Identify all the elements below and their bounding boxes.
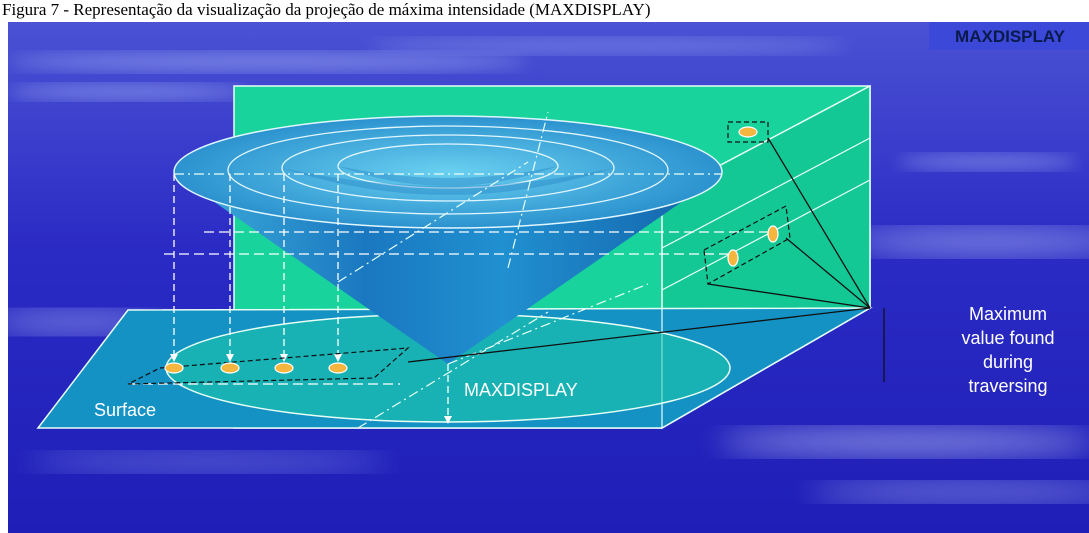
intensity-markers	[164, 126, 779, 374]
cone-top	[173, 115, 723, 229]
ray-lines	[173, 174, 449, 420]
projection-lines	[661, 137, 871, 291]
max-value-line-2: value found	[961, 328, 1054, 348]
title-badge	[929, 22, 1089, 50]
title-badge-text: MAXDISPLAY	[955, 27, 1066, 46]
projection-rays	[128, 231, 768, 385]
max-value-line-3: during	[983, 352, 1033, 372]
cone-rings	[227, 125, 669, 215]
max-value-line-1: Maximum	[969, 304, 1047, 324]
cone-body	[174, 174, 722, 364]
marker-boxes	[127, 121, 791, 385]
callout-lines	[407, 137, 885, 382]
figure-caption: Figura 7 - Representação da visualização…	[2, 0, 651, 19]
dash-dot-lines	[174, 111, 722, 429]
surface-label: Surface	[94, 400, 156, 420]
max-value-line-4: traversing	[968, 376, 1047, 396]
maxdisplay-diagram: MAXDISPLAY	[8, 22, 1089, 533]
diagram-slide: MAXDISPLAY	[8, 22, 1089, 533]
max-value-label: Maximum value found during traversing	[961, 304, 1054, 396]
maxdisplay-label: MAXDISPLAY	[464, 380, 578, 400]
